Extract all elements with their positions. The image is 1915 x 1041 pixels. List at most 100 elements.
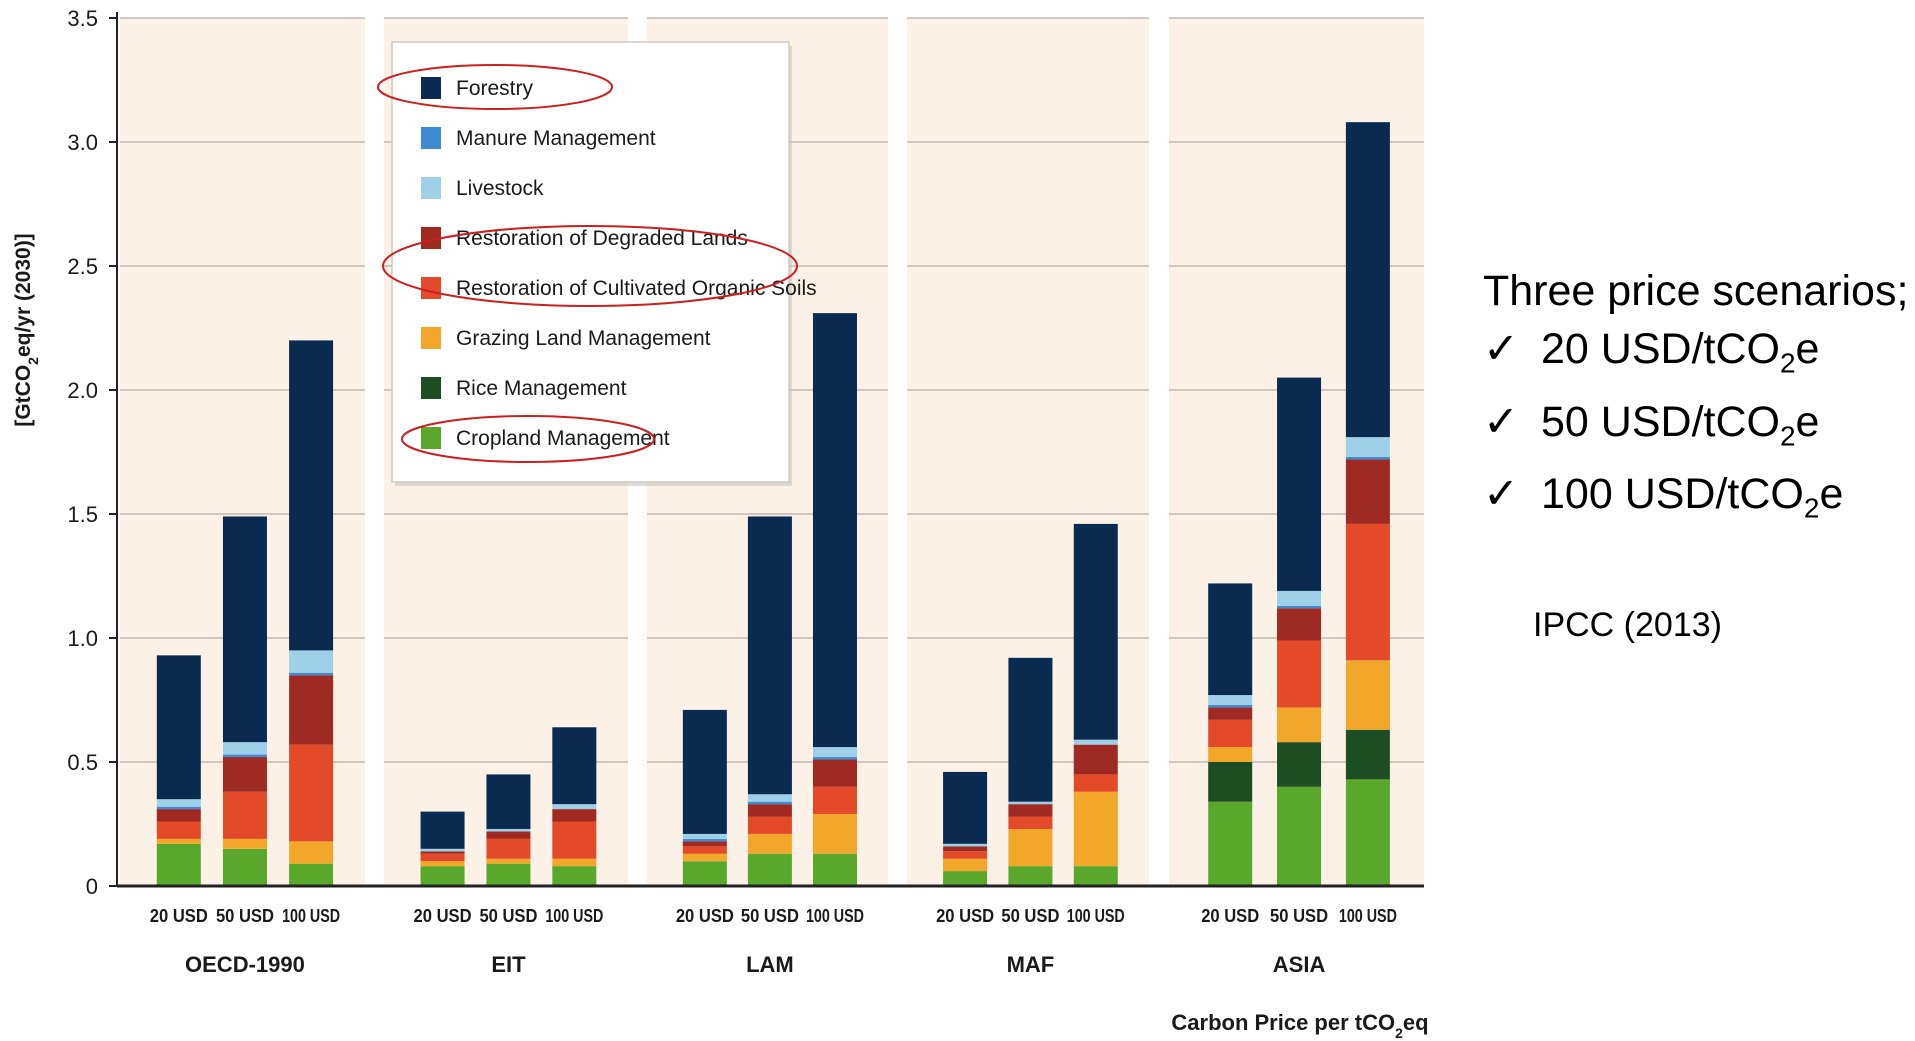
bar-segment bbox=[1208, 747, 1253, 762]
x-tick-label: 50 USD bbox=[216, 906, 274, 926]
legend-label: Rice Management bbox=[456, 377, 627, 400]
bar-segment bbox=[552, 809, 597, 822]
bar-segment bbox=[1277, 742, 1322, 787]
bar-segment bbox=[1277, 786, 1322, 886]
bar-segment bbox=[812, 853, 857, 886]
bar-segment bbox=[156, 655, 201, 800]
bar-segment bbox=[1008, 866, 1053, 886]
scenario-item: ✓ 20 USD/tCO2e bbox=[1483, 320, 1908, 393]
legend-swatch bbox=[421, 377, 441, 399]
bar-segment bbox=[1073, 866, 1118, 886]
bar-segment bbox=[222, 791, 267, 839]
y-tick-label: 3.0 bbox=[67, 130, 98, 155]
bar-segment bbox=[1277, 608, 1322, 641]
legend-swatch bbox=[421, 227, 441, 249]
bar-segment bbox=[812, 313, 857, 748]
check-icon: ✓ bbox=[1483, 397, 1520, 446]
x-tick-label: 20 USD bbox=[150, 906, 208, 926]
x-tick-label: 50 USD bbox=[1270, 906, 1328, 926]
legend-label: Manure Management bbox=[456, 127, 656, 150]
legend-label: Grazing Land Management bbox=[456, 327, 711, 350]
legend-swatch bbox=[421, 177, 441, 199]
bar-segment bbox=[812, 747, 857, 758]
y-tick-label: 0 bbox=[86, 874, 98, 899]
bar-segment bbox=[1345, 729, 1390, 780]
bar-segment bbox=[1208, 583, 1253, 696]
legend-swatch bbox=[421, 127, 441, 149]
bar-segment bbox=[943, 846, 988, 852]
bar-segment bbox=[682, 709, 727, 834]
y-tick-label: 2.5 bbox=[67, 254, 98, 279]
bar-segment bbox=[552, 804, 597, 810]
bar-segment bbox=[747, 816, 792, 834]
bar-segment bbox=[420, 848, 465, 852]
region-label: OECD-1990 bbox=[185, 952, 305, 977]
region-label: MAF bbox=[1007, 952, 1055, 977]
bar-segment bbox=[552, 821, 597, 859]
x-tick-label: 50 USD bbox=[479, 906, 537, 926]
bar-segment bbox=[943, 851, 988, 859]
x-tick-label: 20 USD bbox=[936, 906, 994, 926]
bar-segment bbox=[747, 794, 792, 802]
legend-box bbox=[391, 41, 790, 483]
scenario-item: ✓ 50 USD/tCO2e bbox=[1483, 393, 1908, 466]
bar-segment bbox=[420, 811, 465, 849]
bar-segment bbox=[1008, 801, 1053, 805]
bar-segment bbox=[486, 858, 531, 864]
price-scenarios-note: Three price scenarios; ✓ 20 USD/tCO2e ✓ 50… bbox=[1483, 262, 1908, 538]
y-tick-label: 3.5 bbox=[67, 6, 98, 31]
x-tick-label: 100 USD bbox=[1339, 906, 1397, 926]
bar-segment bbox=[1008, 657, 1053, 802]
bar-segment bbox=[222, 848, 267, 886]
bar-segment bbox=[1277, 707, 1322, 743]
bar-segment bbox=[156, 799, 201, 807]
bar-segment bbox=[420, 851, 465, 854]
legend-label: Restoration of Cultivated Organic Soils bbox=[456, 277, 817, 300]
y-tick-label: 2.0 bbox=[67, 378, 98, 403]
bar-segment bbox=[1345, 660, 1390, 730]
bar-segment bbox=[420, 853, 465, 862]
bar-segment bbox=[486, 838, 531, 859]
source-citation: IPCC (2013) bbox=[1533, 606, 1722, 644]
bar-segment bbox=[682, 833, 727, 839]
bar-segment bbox=[943, 858, 988, 872]
bar-segment bbox=[420, 866, 465, 886]
bar-segment bbox=[943, 843, 988, 847]
bar-segment bbox=[747, 804, 792, 817]
bar-segment bbox=[420, 861, 465, 867]
bar-segment bbox=[1345, 437, 1390, 457]
bar-segment bbox=[812, 814, 857, 854]
bar-segment bbox=[1073, 791, 1118, 867]
bar-segment bbox=[747, 833, 792, 854]
y-tick-label: 0.5 bbox=[67, 750, 98, 775]
region-label: ASIA bbox=[1273, 952, 1326, 977]
bar-segment bbox=[1277, 605, 1322, 609]
bar-segment bbox=[1073, 744, 1118, 775]
bar-segment bbox=[943, 871, 988, 886]
scenarios-heading: Three price scenarios; bbox=[1483, 267, 1909, 315]
legend-swatch bbox=[421, 327, 441, 349]
bar-segment bbox=[289, 744, 334, 842]
bar-segment bbox=[682, 841, 727, 847]
bar-segment bbox=[1345, 779, 1390, 886]
bar-segment bbox=[1345, 456, 1390, 460]
y-tick-label: 1.0 bbox=[67, 626, 98, 651]
bar-segment bbox=[156, 821, 201, 839]
legend-swatch bbox=[421, 77, 441, 99]
bar-segment bbox=[156, 806, 201, 810]
bar-segment bbox=[289, 841, 334, 864]
y-tick-label: 1.5 bbox=[67, 502, 98, 527]
bar-segment bbox=[289, 675, 334, 745]
bar-segment bbox=[682, 838, 727, 842]
bar-segment bbox=[222, 757, 267, 792]
bar-segment bbox=[682, 853, 727, 862]
bar-segment bbox=[812, 786, 857, 815]
legend-swatch bbox=[421, 277, 441, 299]
bar-segment bbox=[1073, 774, 1118, 792]
bar-segment bbox=[486, 831, 531, 839]
bar-segment bbox=[1208, 762, 1253, 802]
bar-segment bbox=[1277, 377, 1322, 591]
region-label: EIT bbox=[491, 952, 526, 977]
highlight-circle bbox=[382, 225, 798, 307]
